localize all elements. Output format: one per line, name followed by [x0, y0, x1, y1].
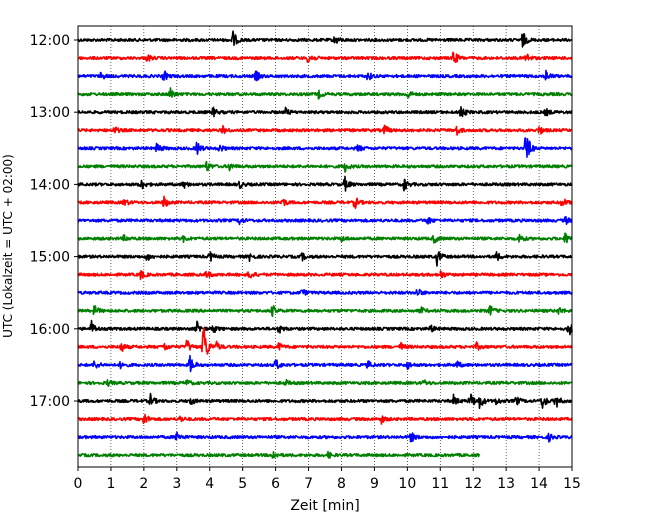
- y-axis-label: UTC (Lokalzeit = UTC + 02:00): [1, 154, 15, 338]
- trace-line: [77, 216, 573, 226]
- seismic-traces: [77, 30, 573, 459]
- y-tick-label: 17:00: [30, 394, 70, 410]
- x-axis-label: Zeit [min]: [290, 498, 359, 514]
- trace-line: [77, 392, 573, 410]
- y-axis-ticks: 12:00 13:00 14:00 15:00 16:00 17:00: [30, 33, 78, 410]
- trace-line: [77, 137, 573, 158]
- trace-line: [77, 431, 573, 443]
- trace-line: [77, 288, 573, 296]
- trace-line: [77, 319, 573, 336]
- x-axis-ticks: 0 1 2 3 4 5 6 7 8 9 10 11 12 13 14 15: [74, 467, 581, 492]
- trace-line: [77, 175, 573, 192]
- x-tick-label: 5: [238, 476, 247, 492]
- y-tick-label: 14:00: [30, 177, 70, 193]
- trace-line: [77, 354, 573, 373]
- x-tick-label: 11: [431, 476, 449, 492]
- x-tick-label: 2: [139, 476, 148, 492]
- x-tick-label: 7: [304, 476, 313, 492]
- trace-line: [77, 195, 573, 209]
- trace-line: [77, 106, 573, 118]
- trace-line: [77, 305, 573, 317]
- x-tick-label: 15: [563, 476, 581, 492]
- x-tick-label: 0: [74, 476, 83, 492]
- trace-line: [77, 160, 573, 173]
- y-tick-label: 12:00: [30, 33, 70, 49]
- trace-line: [77, 87, 573, 100]
- y-tick-label: 16:00: [30, 322, 70, 338]
- x-tick-label: 6: [271, 476, 280, 492]
- x-tick-label: 8: [337, 476, 346, 492]
- trace-line: [77, 30, 573, 48]
- x-tick-label: 9: [370, 476, 379, 492]
- plot-frame: [77, 25, 573, 468]
- trace-line: [77, 232, 573, 244]
- y-tick-label: 13:00: [30, 105, 70, 121]
- x-tick-label: 3: [172, 476, 181, 492]
- trace-line: [77, 327, 573, 355]
- trace-line: [77, 413, 573, 425]
- trace-line: [77, 124, 573, 136]
- y-tick-label: 15:00: [30, 250, 70, 266]
- x-tick-label: 1: [106, 476, 115, 492]
- x-tick-label: 4: [205, 476, 214, 492]
- x-tick-label: 13: [497, 476, 515, 492]
- trace-line: [77, 51, 573, 63]
- trace-line: [77, 269, 573, 281]
- x-tick-label: 10: [398, 476, 416, 492]
- trace-line: [77, 378, 573, 387]
- trace-line: [77, 450, 481, 459]
- x-tick-label: 14: [530, 476, 548, 492]
- trace-line: [77, 251, 573, 267]
- trace-line: [77, 69, 573, 82]
- x-tick-label: 12: [464, 476, 482, 492]
